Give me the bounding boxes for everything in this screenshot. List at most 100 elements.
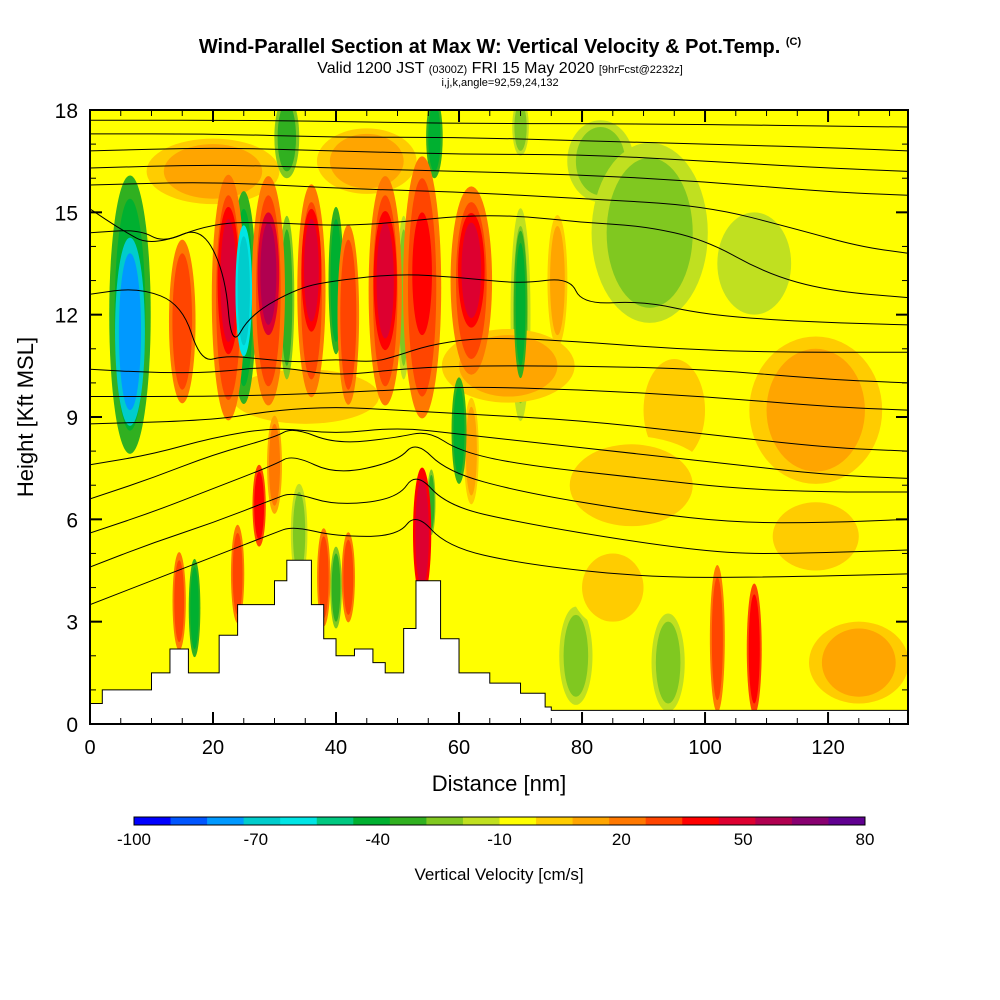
- velocity-cell: [118, 253, 142, 411]
- colorbar-swatch: [609, 817, 647, 825]
- velocity-cell: [643, 359, 706, 462]
- colorbar-swatch: [791, 817, 829, 825]
- y-tick-label: 9: [66, 407, 78, 430]
- velocity-cell: [329, 133, 404, 189]
- x-tick-label: 0: [84, 737, 95, 759]
- chart-subtitle: Valid 1200 JST (0300Z) FRI 15 May 2020 […: [317, 60, 683, 77]
- velocity-cell: [465, 406, 477, 496]
- velocity-field: [109, 110, 908, 715]
- velocity-cell: [163, 144, 263, 199]
- x-axis: 0 20 40 60 80 100 120: [84, 110, 891, 759]
- colorbar-swatch: [572, 817, 610, 825]
- colorbar-swatch: [280, 817, 318, 825]
- colorbar: -100 -70 -40 -10 20 50 80: [117, 816, 874, 849]
- colorbar-swatch: [207, 817, 245, 825]
- colorbar-swatch: [499, 817, 537, 825]
- velocity-cell: [569, 444, 693, 527]
- colorbar-swatch: [389, 817, 427, 825]
- velocity-cell: [343, 539, 354, 615]
- velocity-cell: [606, 157, 693, 308]
- colorbar-swatch: [170, 817, 208, 825]
- velocity-cell: [748, 594, 760, 704]
- velocity-cell: [412, 212, 432, 336]
- isentrope-line: [90, 428, 908, 479]
- velocity-cell: [232, 532, 243, 615]
- velocity-cell: [376, 222, 394, 339]
- velocity-cell: [277, 110, 297, 172]
- velocity-cell: [772, 502, 859, 571]
- colorbar-tick-label: -10: [487, 830, 512, 849]
- y-axis-label: Height [Kft MSL]: [13, 337, 38, 497]
- colorbar-swatch: [755, 817, 793, 825]
- velocity-cell: [292, 492, 306, 574]
- isentrope-line: [90, 133, 908, 152]
- colorbar-swatch: [682, 817, 720, 825]
- isentrope-line: [90, 429, 908, 500]
- colorbar-swatch: [828, 817, 866, 825]
- colorbar-tick-label: -100: [117, 830, 151, 849]
- colorbar-swatch: [426, 817, 464, 825]
- velocity-cell: [453, 386, 465, 475]
- isentrope-line: [90, 119, 908, 128]
- colorbar-swatch: [536, 817, 574, 825]
- colorbar-swatch: [243, 817, 281, 825]
- colorbar-swatch: [462, 817, 500, 825]
- velocity-cell: [550, 225, 565, 336]
- isentrope-line: [90, 519, 908, 606]
- isentrope-line: [90, 386, 908, 411]
- velocity-cell: [415, 478, 429, 588]
- velocity-cell: [237, 236, 250, 346]
- velocity-cell: [268, 423, 281, 506]
- velocity-cell: [220, 219, 237, 342]
- velocity-cell: [254, 471, 265, 540]
- x-tick-label: 60: [448, 737, 470, 759]
- x-tick-label: 100: [688, 737, 721, 759]
- isentrope-line: [90, 446, 908, 534]
- section-params: i,j,k,angle=92,59,24,132: [441, 77, 559, 89]
- x-axis-label: Distance [nm]: [432, 771, 567, 796]
- title-mark: (C): [785, 36, 802, 48]
- velocity-cell: [174, 560, 185, 643]
- x-tick-label: 40: [325, 737, 347, 759]
- velocity-cell: [260, 222, 277, 325]
- colorbar-swatch: [316, 817, 354, 825]
- velocity-cell: [304, 219, 319, 322]
- x-tick-label: 20: [202, 737, 224, 759]
- colorbar-swatch: [645, 817, 683, 825]
- colorbar-tick-label: 50: [734, 830, 753, 849]
- y-tick-label: 3: [66, 612, 78, 635]
- isentrope-line: [90, 365, 908, 384]
- velocity-cell: [655, 621, 681, 704]
- velocity-cell: [582, 553, 644, 622]
- colorbar-tick-label: -40: [365, 830, 390, 849]
- y-tick-label: 0: [66, 714, 78, 737]
- isentrope-lines: [90, 119, 908, 606]
- velocity-cell: [428, 110, 441, 172]
- velocity-cell: [563, 614, 589, 697]
- velocity-cell: [331, 553, 341, 622]
- colorbar-swatch: [134, 817, 172, 825]
- velocity-cell: [515, 243, 526, 366]
- colorbar-label: Vertical Velocity [cm/s]: [414, 865, 583, 884]
- colorbar-tick-label: 20: [612, 830, 631, 849]
- y-tick-label: 12: [55, 305, 78, 328]
- velocity-cell: [172, 253, 193, 390]
- velocity-cell: [821, 628, 896, 697]
- isentrope-line: [90, 182, 908, 254]
- colorbar-swatch: [718, 817, 756, 825]
- velocity-cell: [190, 567, 199, 649]
- x-tick-label: 120: [811, 737, 844, 759]
- y-tick-label: 6: [66, 509, 78, 532]
- velocity-cell: [514, 110, 527, 151]
- y-axis: 0 3 6 9 12 15 18: [55, 100, 908, 737]
- velocity-cell: [318, 536, 329, 619]
- chart-title: Wind-Parallel Section at Max W: Vertical…: [198, 36, 802, 58]
- y-tick-label: 15: [55, 202, 78, 225]
- velocity-cell: [711, 577, 723, 701]
- velocity-cell: [766, 348, 865, 472]
- terrain: [89, 559, 909, 725]
- colorbar-tick-label: -70: [244, 830, 269, 849]
- isentrope-line: [90, 147, 908, 172]
- y-tick-label: 18: [55, 100, 78, 123]
